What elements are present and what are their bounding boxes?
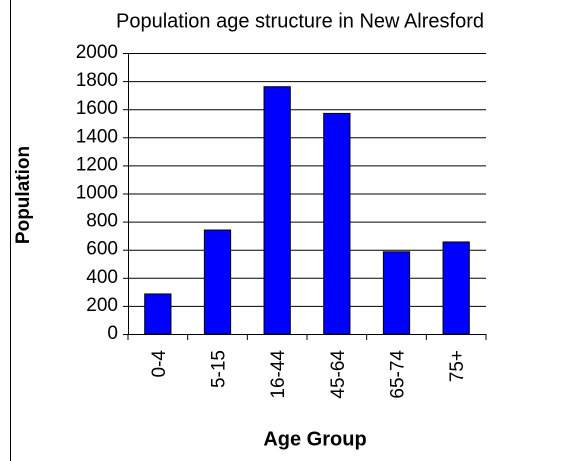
y-tick-label: 200 bbox=[86, 295, 118, 316]
bar bbox=[382, 251, 411, 335]
y-tick-label: 400 bbox=[86, 267, 118, 288]
y-tick-label: 1200 bbox=[76, 154, 118, 175]
bar bbox=[263, 86, 291, 335]
x-tick-label: 65-74 bbox=[388, 350, 409, 399]
y-axis-label: Population bbox=[13, 146, 34, 244]
y-tick-label: 0 bbox=[107, 323, 118, 344]
y-tick-label: 1800 bbox=[76, 70, 118, 91]
bar bbox=[144, 293, 172, 335]
y-tick-label: 600 bbox=[86, 239, 118, 260]
y-tick-label: 1000 bbox=[76, 183, 118, 204]
x-tick-label: 5-15 bbox=[209, 350, 230, 388]
x-tick-label: 45-64 bbox=[328, 350, 349, 399]
y-tick-label: 2000 bbox=[76, 42, 118, 63]
chart-title: Population age structure in New Alresfor… bbox=[116, 10, 484, 32]
bar bbox=[442, 241, 470, 335]
y-tick-label: 1400 bbox=[76, 126, 118, 147]
y-tick-label: 1600 bbox=[76, 98, 118, 119]
x-tick-label: 75+ bbox=[447, 350, 468, 382]
x-tick-label: 16-44 bbox=[268, 350, 289, 399]
y-tick-label: 800 bbox=[86, 211, 118, 232]
x-tick-label: 0-4 bbox=[149, 350, 170, 378]
x-axis-label: Age Group bbox=[263, 428, 366, 450]
bar bbox=[203, 229, 232, 335]
bar bbox=[323, 112, 351, 335]
